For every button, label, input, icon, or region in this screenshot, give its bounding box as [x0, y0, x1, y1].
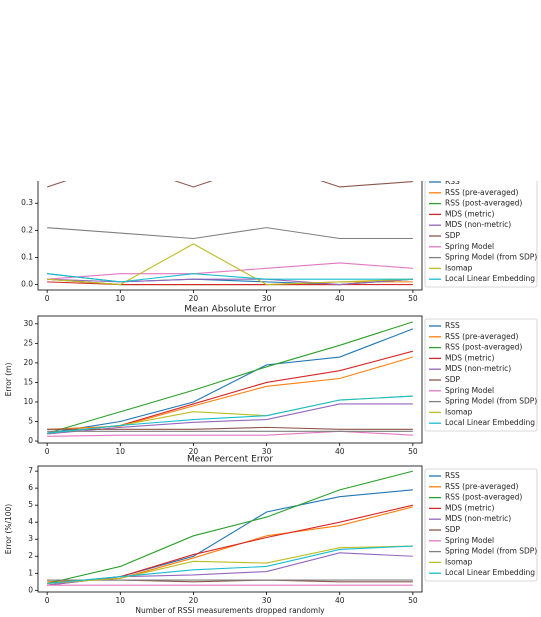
x-tick-label: 50 [408, 596, 418, 605]
series-line [47, 227, 413, 240]
panel: 0 10 20 30 40 50 0 5 10 15 20 25 30 Mean Absolute Err… [4, 305, 538, 456]
series-line [47, 489, 413, 585]
series-line [47, 243, 413, 286]
legend-label: RSS [445, 321, 460, 330]
legend-label: RSS (post-averaged) [445, 343, 522, 352]
x-tick-label: 0 [45, 447, 50, 456]
legend-label: RSS (pre-averaged) [445, 332, 519, 341]
y-tick-label: 1 [28, 568, 33, 577]
series-line [47, 262, 413, 280]
series-line [47, 328, 414, 434]
y-tick-label: 0.1 [21, 252, 33, 261]
legend-label: RSS [445, 177, 460, 186]
series-line [47, 470, 413, 585]
legend-frame [424, 468, 538, 582]
x-tick-label: 10 [116, 596, 126, 605]
legend-label: RSS [445, 471, 460, 480]
x-tick-label: 40 [335, 294, 345, 303]
axes-frame [37, 465, 423, 593]
legend-label: Spring Model (from SDP) [445, 253, 537, 262]
y-tick-label: 20 [23, 358, 33, 367]
legend-label: Local Linear Embedding [445, 274, 535, 283]
legend-label: Spring Model [445, 386, 494, 395]
y-tick-label: 0 [28, 436, 33, 445]
legend-label: MDS (metric) [445, 503, 494, 512]
x-tick-label: 20 [189, 294, 199, 303]
legend-label: SDP [445, 525, 461, 534]
legend-label: MDS (non-metric) [445, 220, 511, 229]
x-tick-label: 50 [408, 294, 418, 303]
x-tick-label: 50 [408, 447, 418, 456]
y-tick-label: 10 [23, 397, 33, 406]
x-tick-label: 0 [45, 596, 50, 605]
x-tick-label: 30 [262, 294, 272, 303]
legend-label: MDS (non-metric) [445, 364, 511, 373]
series-line [47, 395, 413, 434]
y-tick-label: 5 [28, 500, 33, 509]
x-tick-label: 20 [189, 596, 199, 605]
y-tick-label: 25 [23, 338, 33, 347]
y-tick-label: 7 [28, 466, 33, 475]
x-tick-label: 30 [262, 596, 272, 605]
y-tick-label: 4 [28, 517, 33, 526]
legend-label: MDS (metric) [445, 209, 494, 218]
y-tick-label: 6 [28, 483, 33, 492]
x-tick-label: 40 [335, 596, 345, 605]
plot-area [47, 470, 413, 586]
legend-label: Spring Model [445, 536, 494, 545]
y-tick-label: 0.0 [21, 280, 33, 289]
x-tick-label: 10 [116, 294, 126, 303]
legend-label: Spring Model [445, 242, 494, 251]
x-axis-label: Number of RSSI measurements dropped rand… [135, 606, 325, 615]
legend-label: Isomap [445, 407, 473, 416]
y-tick-label: 0 [28, 585, 33, 594]
legend-label: Local Linear Embedding [445, 418, 535, 427]
legend-label: Spring Model (from SDP) [445, 547, 537, 556]
y-tick-label: 0.2 [21, 225, 33, 234]
legend-label: MDS (non-metric) [445, 514, 511, 523]
legend-label: RSS (pre-averaged) [445, 188, 519, 197]
legend-label: SDP [445, 231, 461, 240]
chart-title: Mean Absolute Error [184, 305, 276, 315]
y-tick-label: 30 [23, 319, 33, 328]
legend-label: Isomap [445, 557, 473, 566]
series-line [46, 321, 414, 434]
y-axis-label: Error (%/100) [4, 504, 13, 555]
series-line [47, 430, 413, 437]
series-line [47, 403, 413, 435]
legend-label: Spring Model (from SDP) [445, 397, 537, 406]
y-tick-label: 3 [28, 534, 33, 543]
blank-area [0, 0, 541, 181]
legend-label: Isomap [445, 263, 473, 272]
y-tick-label: 0.3 [21, 198, 33, 207]
series-line [47, 426, 413, 430]
series-line [47, 278, 413, 286]
series-line [47, 273, 413, 283]
y-tick-label: 2 [28, 551, 33, 560]
legend-label: SDP [445, 375, 461, 384]
y-tick-label: 15 [23, 377, 33, 386]
x-tick-label: 0 [45, 294, 50, 303]
x-tick-label: 40 [335, 447, 345, 456]
x-tick-label: 10 [116, 447, 126, 456]
legend-label: RSS (post-averaged) [445, 493, 522, 502]
x-tick-label: 20 [189, 447, 199, 456]
plot-area [46, 321, 414, 437]
x-tick-label: 30 [262, 447, 272, 456]
series-line [47, 545, 413, 585]
y-axis-label: Error (m) [4, 363, 13, 397]
legend-label: Local Linear Embedding [445, 568, 535, 577]
y-tick-label: 5 [28, 417, 33, 426]
legend-label: RSS (post-averaged) [445, 199, 522, 208]
series-line [47, 545, 413, 585]
panel: 0 10 20 30 40 50 0 1 2 3 4 5 6 7 Mean Percent Error Err… [4, 455, 538, 615]
axes-frame [37, 315, 423, 444]
axes-frame [37, 167, 423, 291]
legend-label: RSS (pre-averaged) [445, 482, 519, 491]
chart-title: Mean Percent Error [187, 455, 273, 465]
legend-frame [424, 318, 538, 432]
legend-label: MDS (metric) [445, 353, 494, 362]
